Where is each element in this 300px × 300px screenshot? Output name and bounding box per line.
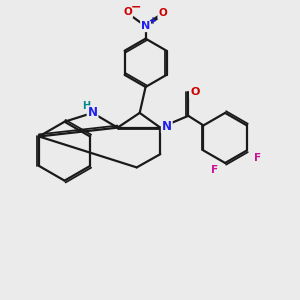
Text: +: +: [149, 16, 157, 26]
Text: H: H: [82, 101, 90, 111]
Text: O: O: [158, 8, 167, 18]
Text: F: F: [254, 153, 261, 163]
Text: O: O: [124, 7, 132, 17]
Text: N: N: [141, 21, 150, 31]
Text: O: O: [190, 87, 200, 97]
Text: F: F: [211, 165, 218, 176]
Text: −: −: [130, 0, 141, 13]
Text: N: N: [162, 120, 172, 133]
Text: N: N: [88, 106, 98, 119]
